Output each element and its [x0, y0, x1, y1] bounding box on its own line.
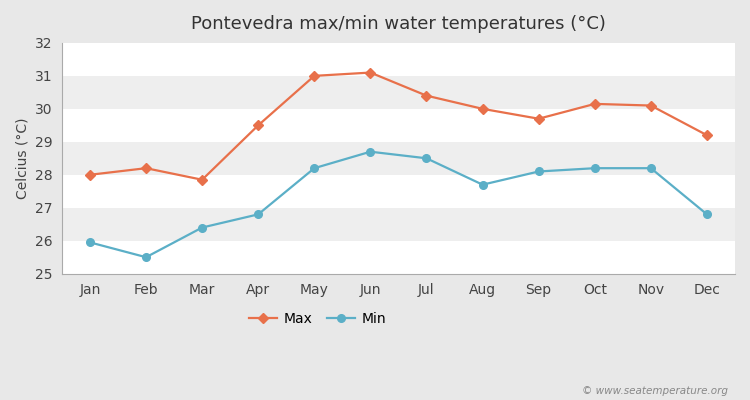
Bar: [62, 175, 735, 208]
Bar: [62, 43, 735, 76]
Bar: [62, 241, 735, 274]
Title: Pontevedra max/min water temperatures (°C): Pontevedra max/min water temperatures (°…: [191, 15, 606, 33]
Y-axis label: Celcius (°C): Celcius (°C): [15, 118, 29, 199]
Legend: Max, Min: Max, Min: [244, 306, 392, 331]
Text: © www.seatemperature.org: © www.seatemperature.org: [581, 386, 728, 396]
Bar: [62, 76, 735, 109]
Bar: [62, 109, 735, 142]
Bar: [62, 142, 735, 175]
Bar: [62, 208, 735, 241]
